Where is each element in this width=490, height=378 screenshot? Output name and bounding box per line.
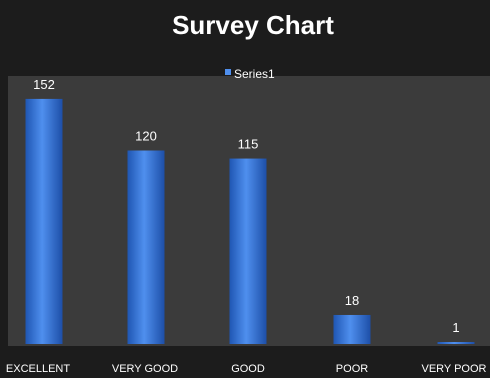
data-label: 120: [135, 129, 157, 144]
chart-title: Survey Chart: [172, 10, 334, 40]
bar-excellent: [25, 98, 63, 345]
data-label: 115: [238, 137, 259, 152]
x-tick-label: VERY GOOD: [112, 363, 178, 375]
x-tick-label: VERY POOR: [421, 363, 486, 375]
bars-layer: [25, 98, 475, 345]
x-tick-label: POOR: [336, 363, 368, 375]
legend: Series1: [225, 67, 275, 81]
legend-swatch: [225, 69, 231, 75]
legend-label: Series1: [234, 67, 275, 81]
bar-good: [229, 158, 267, 344]
bar-poor: [333, 314, 371, 344]
data-label: 152: [33, 77, 55, 92]
bar-very-good: [127, 150, 165, 344]
x-tick-label: EXCELLENT: [6, 363, 70, 375]
x-tick-label: GOOD: [231, 363, 265, 375]
data-label: 18: [345, 293, 359, 308]
data-label: 1: [452, 320, 459, 335]
data-labels-layer: 152 120 115 18 1: [33, 77, 459, 335]
x-axis-tick-labels: EXCELLENT VERY GOOD GOOD POOR VERY POOR: [6, 363, 487, 375]
bar-very-poor: [437, 342, 475, 344]
